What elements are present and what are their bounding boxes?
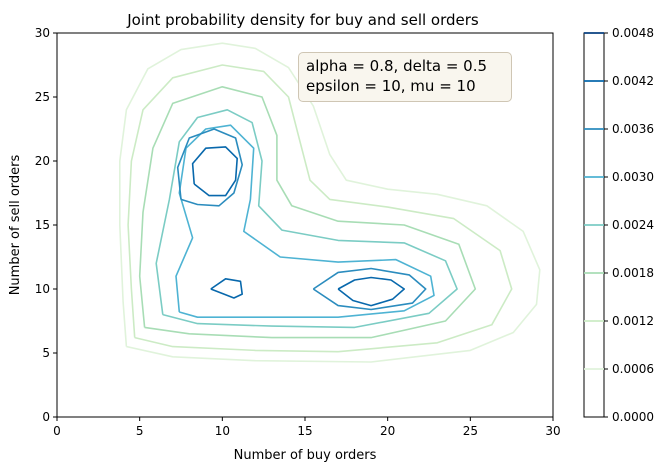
colorbar-tick-label: 0.0030 [612,170,654,184]
y-axis: 0 5 10 15 20 25 30 [35,26,57,424]
x-tick-label: 10 [215,424,230,438]
chart-title: Joint probability density for buy and se… [126,11,479,29]
contour-line-level-1-1 [119,42,541,363]
x-tick-label: 15 [297,424,312,438]
y-tick-label: 15 [35,218,50,232]
x-axis: 0 5 10 15 20 25 30 [53,417,561,438]
x-tick-label: 5 [136,424,144,438]
contour-line-level-3-1 [138,86,477,339]
plot-area: 0 5 10 15 20 25 30 0 5 10 15 20 25 30 [35,26,561,438]
contour-line-level-7-3 [337,276,406,307]
colorbar-tick-label: 0.0006 [612,362,654,376]
colorbar-ticks: 0.0000 0.0006 0.0012 0.0018 0.0024 0.0030 0.00… [604,26,654,424]
colorbar-tick-label: 0.0012 [612,314,654,328]
contour-line-level-5-1 [175,124,435,319]
y-tick-label: 20 [35,154,50,168]
y-axis-label: Number of sell orders [8,154,23,295]
y-tick-label: 10 [35,282,50,296]
x-axis-label: Number of buy orders [234,448,377,463]
annotation-line-2: epsilon = 10, mu = 10 [306,77,476,95]
contour-line-level-6-2 [312,267,427,311]
x-tick-label: 25 [463,424,478,438]
contour-layer [119,42,541,363]
colorbar-level-lines [584,32,604,370]
x-tick-label: 0 [53,424,61,438]
contour-line-level-4-1 [155,109,458,329]
annotation-line-1: alpha = 0.8, delta = 0.5 [306,57,488,75]
x-tick-label: 30 [545,424,560,438]
contour-line-level-2-1 [127,64,513,353]
colorbar-tick-label: 0.0036 [612,122,654,136]
contour-line-level-7-2 [210,277,243,299]
y-tick-label: 5 [42,346,50,360]
x-tick-label: 20 [380,424,395,438]
colorbar-tick-label: 0.0042 [612,74,654,88]
colorbar: 0.0000 0.0006 0.0012 0.0018 0.0024 0.0030 0.00… [583,26,654,424]
y-tick-label: 0 [42,410,50,424]
colorbar-tick-label: 0.0000 [612,410,654,424]
y-tick-label: 25 [35,90,50,104]
contour-line-level-6-1 [176,128,243,207]
colorbar-tick-label: 0.0024 [612,218,654,232]
contour-line-level-7-1 [191,146,238,197]
colorbar-tick-label: 0.0048 [612,26,654,40]
y-tick-label: 30 [35,26,50,40]
colorbar-tick-label: 0.0018 [612,266,654,280]
parameter-annotation: alpha = 0.8, delta = 0.5 epsilon = 10, m… [298,52,512,102]
